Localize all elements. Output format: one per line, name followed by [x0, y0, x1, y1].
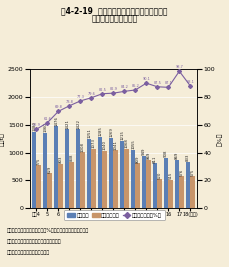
Text: 838: 838: [70, 154, 74, 161]
Bar: [157, 179, 162, 208]
Bar: [32, 132, 36, 208]
Text: 1008: 1008: [81, 142, 85, 152]
Text: 79.6: 79.6: [87, 92, 95, 96]
Text: （トン）／スチール缶消費重量（トン）: （トン）／スチール缶消費重量（トン）: [7, 239, 62, 244]
Text: 1251: 1251: [87, 128, 91, 138]
Text: 85.2: 85.2: [131, 84, 139, 88]
Text: 949: 949: [142, 147, 146, 155]
Bar: [135, 163, 140, 208]
Bar: [153, 163, 157, 208]
Bar: [164, 158, 168, 208]
Text: 84.2: 84.2: [120, 85, 128, 89]
Bar: [186, 162, 190, 208]
Bar: [175, 160, 179, 208]
Text: 1055: 1055: [131, 139, 135, 149]
Bar: [120, 141, 124, 208]
Bar: [142, 156, 146, 208]
Bar: [102, 151, 107, 208]
Bar: [87, 139, 91, 208]
Text: 90.1: 90.1: [142, 77, 150, 81]
Text: 69.8: 69.8: [55, 105, 62, 109]
Text: 77.3: 77.3: [76, 95, 84, 99]
Bar: [98, 137, 102, 208]
Text: 82.5: 82.5: [98, 88, 106, 92]
Text: 1041: 1041: [114, 140, 117, 150]
Text: 869: 869: [147, 152, 150, 159]
Legend: 消費重量, 再資源化重量, リサイクル率（%）: 消費重量, 再資源化重量, リサイクル率（%）: [64, 210, 165, 220]
Bar: [179, 176, 184, 208]
Text: 82.9: 82.9: [109, 87, 117, 91]
Text: 520: 520: [158, 171, 161, 179]
Bar: [168, 180, 173, 208]
Text: 869: 869: [175, 152, 179, 159]
Y-axis label: （万t）: （万t）: [0, 132, 5, 146]
Text: 1068: 1068: [125, 139, 128, 148]
Text: 1285: 1285: [98, 127, 102, 136]
Bar: [91, 149, 96, 208]
Bar: [76, 129, 80, 208]
Text: 1476: 1476: [54, 116, 58, 126]
Bar: [190, 176, 195, 208]
Text: 908: 908: [164, 150, 168, 157]
Text: 56.9: 56.9: [33, 123, 40, 127]
Text: 87.1: 87.1: [164, 81, 172, 85]
Bar: [80, 152, 85, 208]
Text: 575: 575: [191, 168, 195, 176]
Bar: [131, 150, 135, 208]
Y-axis label: （%）: （%）: [218, 132, 223, 146]
Bar: [113, 150, 118, 208]
Text: 73.8: 73.8: [65, 100, 73, 104]
Bar: [36, 165, 41, 208]
Text: 87.5: 87.5: [153, 81, 161, 85]
Text: 1040: 1040: [103, 140, 106, 150]
Text: 1422: 1422: [76, 119, 80, 129]
Text: 1360: 1360: [43, 122, 47, 132]
Bar: [54, 126, 58, 208]
Bar: [69, 162, 74, 208]
Bar: [58, 164, 63, 208]
Text: 出典：スチール缶リサイクル協会: 出典：スチール缶リサイクル協会: [7, 250, 50, 255]
Text: 811: 811: [153, 155, 157, 163]
Bar: [146, 160, 151, 208]
Text: 576: 576: [180, 168, 183, 176]
Text: 833: 833: [186, 154, 190, 162]
Text: 図4-2-19  スチール缶の消費重量と再資源化: 図4-2-19 スチール缶の消費重量と再資源化: [61, 7, 168, 16]
Text: 1269: 1269: [109, 127, 113, 137]
Text: 809: 809: [136, 155, 139, 163]
Text: 注：スチール缶リサイクル率（%）＝スチール缶再資源化重量: 注：スチール缶リサイクル率（%）＝スチール缶再資源化重量: [7, 228, 89, 233]
Bar: [47, 173, 52, 208]
Bar: [109, 138, 113, 208]
Text: 515: 515: [169, 172, 172, 179]
Text: 61.6: 61.6: [44, 117, 51, 121]
Text: 1073: 1073: [92, 138, 95, 148]
Text: 98.7: 98.7: [175, 65, 183, 69]
Text: 775: 775: [37, 157, 41, 165]
Bar: [43, 133, 47, 208]
Text: 重量及びリサイクル率: 重量及びリサイクル率: [91, 15, 138, 24]
Text: 1215: 1215: [120, 130, 124, 140]
Bar: [65, 129, 69, 208]
Text: 1421: 1421: [65, 119, 69, 129]
Text: 88.1: 88.1: [186, 80, 194, 84]
Text: 803: 803: [59, 156, 63, 163]
Text: 1380: 1380: [32, 121, 36, 131]
Bar: [124, 149, 129, 208]
Text: 629: 629: [48, 165, 52, 173]
